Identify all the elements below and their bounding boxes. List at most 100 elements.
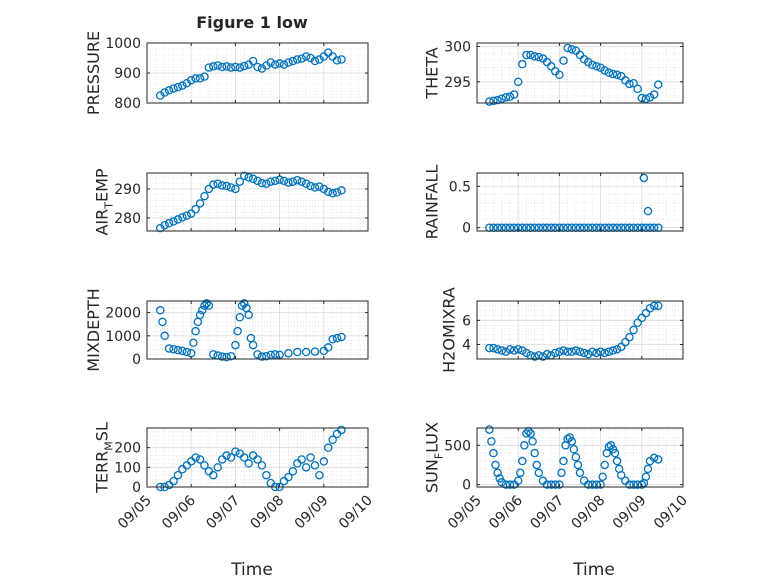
axes-box — [476, 42, 684, 104]
data-point — [301, 463, 311, 472]
data-point — [323, 187, 333, 197]
data-point — [501, 347, 511, 356]
x-tick-label: 09/08 — [248, 493, 288, 533]
data-point — [169, 476, 178, 486]
data-point — [588, 347, 597, 356]
data-point — [235, 312, 245, 322]
data-point — [332, 188, 342, 197]
data-point — [542, 349, 552, 359]
data-point — [226, 453, 236, 462]
data-point — [200, 461, 209, 470]
data-point — [270, 60, 280, 69]
data-point — [559, 346, 568, 355]
data-point — [209, 180, 218, 189]
data-point — [643, 206, 653, 216]
data-point — [497, 94, 506, 104]
x-tick-label: 09/08 — [569, 493, 609, 533]
data-point — [233, 326, 242, 336]
y-axis-label-main: RAINFALL — [423, 165, 442, 240]
data-point — [231, 184, 240, 194]
data-point — [610, 448, 620, 458]
subplot-sun-flux: 09/05 09/06 09/07 09/08 09/09 09/10 0 500SUNFLU… — [423, 422, 691, 532]
data-point — [301, 347, 311, 357]
y-axis-label: H2OMIXRA — [440, 287, 459, 373]
data-point — [332, 56, 342, 65]
data-point — [182, 347, 192, 357]
data-point — [571, 452, 581, 462]
y-axis-label: TERRMSL — [93, 422, 116, 494]
data-point — [202, 299, 211, 308]
y-tick-label: 0 — [132, 480, 141, 496]
data-point — [532, 460, 541, 470]
data-point — [253, 455, 262, 464]
data-point — [284, 472, 293, 482]
data-point — [567, 437, 577, 446]
x-tick-label: 09/10 — [651, 493, 691, 533]
data-point — [213, 463, 222, 472]
y-tick-label: 300 — [444, 40, 471, 56]
data-point — [551, 480, 560, 489]
data-point — [239, 171, 249, 181]
data-point — [213, 61, 222, 70]
data-point — [555, 70, 564, 80]
x-tick-label: 09/06 — [159, 492, 199, 532]
data-point — [534, 52, 544, 62]
y-tick-label: 800 — [114, 96, 141, 112]
data-point — [612, 345, 622, 354]
axes-box — [146, 427, 369, 488]
data-point — [301, 52, 311, 61]
data-point — [244, 310, 253, 320]
data-point — [534, 468, 544, 478]
y-axis-label: THETA — [423, 47, 442, 99]
data-point — [209, 62, 218, 71]
data-point — [485, 425, 494, 434]
data-point — [217, 62, 227, 72]
data-point — [204, 63, 214, 72]
data-point — [337, 55, 346, 64]
data-point — [186, 209, 196, 218]
data-point — [239, 299, 249, 308]
x-tick-label: 09/07 — [527, 493, 567, 533]
data-point — [160, 88, 169, 97]
data-point — [257, 461, 267, 470]
data-point — [608, 346, 618, 355]
data-point — [301, 179, 311, 188]
data-point — [608, 69, 618, 79]
subplot-rainfall: 0 0.5 RAINFALL — [423, 165, 684, 240]
data-point — [600, 66, 609, 75]
data-point — [160, 331, 169, 341]
data-point — [637, 313, 647, 323]
data-point — [625, 79, 634, 89]
data-point — [596, 480, 605, 489]
data-point — [209, 470, 218, 480]
data-point — [493, 468, 502, 478]
x-tick-label: 09/09 — [610, 493, 650, 533]
data-point — [284, 178, 293, 187]
y-tick-label: 1000 — [105, 329, 141, 345]
data-point — [518, 346, 527, 355]
data-point — [231, 447, 240, 456]
data-point — [275, 59, 284, 68]
data-point — [538, 352, 548, 361]
data-point — [288, 467, 298, 476]
data-point — [621, 337, 630, 347]
subplot-terr-msl: 09/05 09/06 09/07 09/08 09/09 09/10 0 100 200TER… — [93, 422, 376, 532]
data-point — [191, 326, 200, 336]
data-point — [569, 444, 579, 454]
data-point — [173, 215, 183, 224]
data-point — [616, 470, 626, 480]
plot-area — [477, 173, 683, 231]
data-point — [332, 333, 342, 343]
y-tick-label: 500 — [444, 438, 471, 454]
data-point — [323, 443, 333, 452]
data-point — [279, 176, 289, 186]
data-point — [173, 82, 183, 92]
y-axis-label-main: THETA — [423, 47, 442, 99]
data-point — [248, 340, 258, 350]
data-point — [306, 453, 315, 462]
data-point — [567, 45, 577, 54]
data-point — [654, 80, 663, 89]
data-point — [178, 213, 187, 222]
